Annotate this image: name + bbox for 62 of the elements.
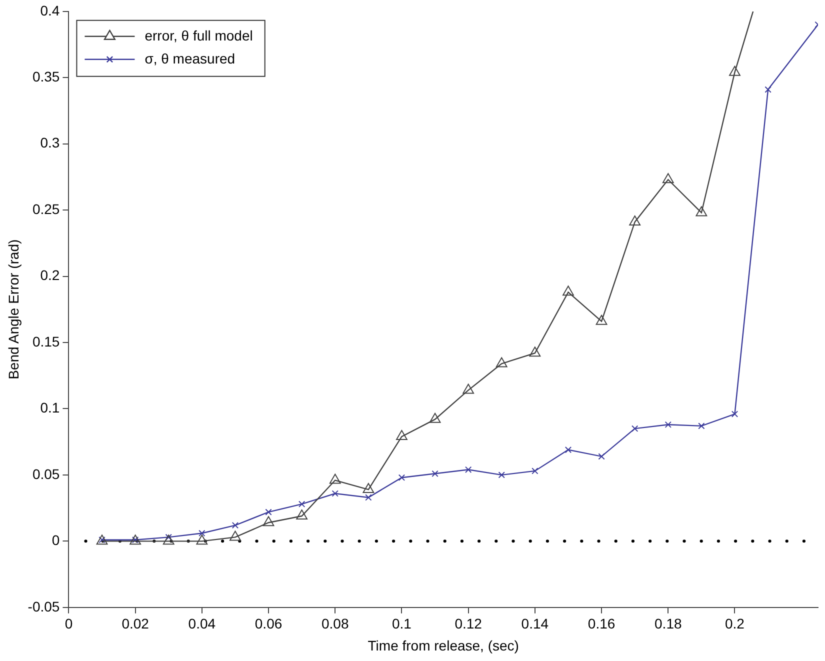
point xyxy=(432,470,438,477)
point xyxy=(296,510,308,520)
point xyxy=(398,474,406,481)
y-tick-label: 0.35 xyxy=(32,68,60,84)
point xyxy=(562,286,574,296)
point xyxy=(429,412,441,423)
y-tick-label: 0.05 xyxy=(32,466,60,482)
x-tick-label: 0.14 xyxy=(521,616,549,632)
point xyxy=(298,500,306,508)
y-tick-label: 0.25 xyxy=(32,200,60,217)
x-tick-label: 0.06 xyxy=(254,616,282,632)
x-tick-label: 0 xyxy=(64,616,73,632)
y-tick-label: 0.1 xyxy=(40,400,60,416)
point xyxy=(329,474,341,484)
y-tick-label: 0.4 xyxy=(40,2,60,18)
point xyxy=(196,534,208,545)
point xyxy=(664,421,672,428)
point xyxy=(396,430,408,440)
x-tick-label: 0.16 xyxy=(588,616,616,632)
point xyxy=(365,494,372,501)
point xyxy=(496,357,508,368)
point xyxy=(232,522,239,529)
y-axis-title: Bend Angle Error (rad) xyxy=(5,239,22,380)
point xyxy=(230,530,241,541)
y-tick-label: 0.15 xyxy=(32,333,60,350)
x-tick-label: 0.2 xyxy=(725,616,745,632)
point xyxy=(596,314,608,325)
x-tick-label: 0.12 xyxy=(454,616,482,632)
point xyxy=(362,483,374,494)
point xyxy=(262,516,274,526)
point xyxy=(632,425,638,432)
point xyxy=(265,508,272,516)
point xyxy=(198,530,206,537)
x-tick-label: 0.02 xyxy=(122,616,150,632)
x-tick-label: 0.18 xyxy=(654,616,682,632)
point xyxy=(564,446,572,454)
point xyxy=(532,468,538,474)
x-tick-label: 0.1 xyxy=(392,616,412,632)
y-tick-label: 0.3 xyxy=(40,134,60,151)
y-tick-label: 0 xyxy=(52,532,60,548)
point xyxy=(162,534,174,545)
point xyxy=(729,66,740,76)
point xyxy=(598,453,605,460)
y-tick-label: 0.2 xyxy=(40,267,60,284)
legend-label: σ, θ measured xyxy=(144,50,236,66)
point xyxy=(696,206,708,216)
x-tick-label: 0.04 xyxy=(188,616,216,632)
point xyxy=(465,466,472,473)
point xyxy=(498,472,505,478)
point xyxy=(731,410,738,418)
point xyxy=(96,534,108,545)
point xyxy=(662,173,674,184)
y-tick-label: -0.05 xyxy=(28,598,60,614)
legend-label: error, θ full model xyxy=(144,27,253,44)
x-tick-label: 0.08 xyxy=(322,616,349,632)
point xyxy=(698,422,705,430)
point xyxy=(529,346,541,357)
point xyxy=(332,490,338,497)
point xyxy=(629,215,641,226)
point xyxy=(462,384,474,394)
point xyxy=(130,534,142,545)
x-axis-title: Time from release, (sec) xyxy=(368,637,519,654)
